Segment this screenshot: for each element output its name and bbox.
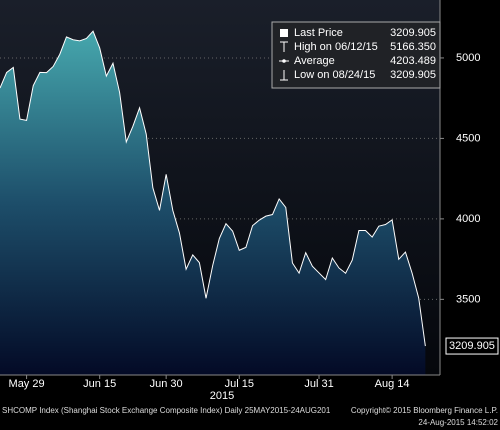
legend-label: Low on 08/24/15 bbox=[294, 69, 375, 81]
legend-icon bbox=[280, 70, 288, 81]
y-tick-label: 4500 bbox=[456, 132, 480, 144]
legend-label: Last Price bbox=[294, 27, 343, 39]
legend: Last Price High on 06/12/15 Average Low … bbox=[271, 21, 441, 89]
area bbox=[0, 31, 426, 375]
legend-label: High on 06/12/15 bbox=[294, 41, 378, 53]
x-tick-label: Jun 30 bbox=[150, 378, 183, 390]
footer-time: 24-Aug-2015 14:52:02 bbox=[418, 418, 498, 427]
last-price-label: 3209.905 bbox=[449, 340, 495, 352]
x-tick-label: May 29 bbox=[9, 378, 45, 390]
x-tick-label: Aug 14 bbox=[375, 378, 410, 390]
x-tick-label: Jun 15 bbox=[83, 378, 116, 390]
legend-value: 4203.489 bbox=[390, 55, 436, 67]
line bbox=[0, 30, 426, 347]
y-tick-label: 4000 bbox=[456, 213, 480, 225]
footer-left: SHCOMP Index (Shanghai Stock Exchange Co… bbox=[2, 406, 331, 415]
y-tick-label: 5000 bbox=[456, 52, 480, 64]
x-tick-label: Jul 15 bbox=[225, 378, 254, 390]
legend-icon bbox=[282, 59, 286, 63]
legend-value: 5166.350 bbox=[390, 41, 436, 53]
footer-right: Copyright© 2015 Bloomberg Finance L.P. bbox=[351, 406, 498, 415]
last-price-tag bbox=[445, 337, 499, 355]
legend-icon bbox=[280, 29, 288, 37]
marks bbox=[0, 30, 426, 375]
legend-box bbox=[271, 21, 441, 89]
y-tick-label: 3500 bbox=[456, 293, 480, 305]
x-year-label: 2015 bbox=[210, 390, 234, 402]
x-tick-label: Jul 31 bbox=[304, 378, 333, 390]
legend-value: 3209.905 bbox=[390, 27, 436, 39]
legend-value: 3209.905 bbox=[390, 69, 436, 81]
legend-icon bbox=[280, 41, 288, 52]
legend-label: Average bbox=[294, 55, 335, 67]
